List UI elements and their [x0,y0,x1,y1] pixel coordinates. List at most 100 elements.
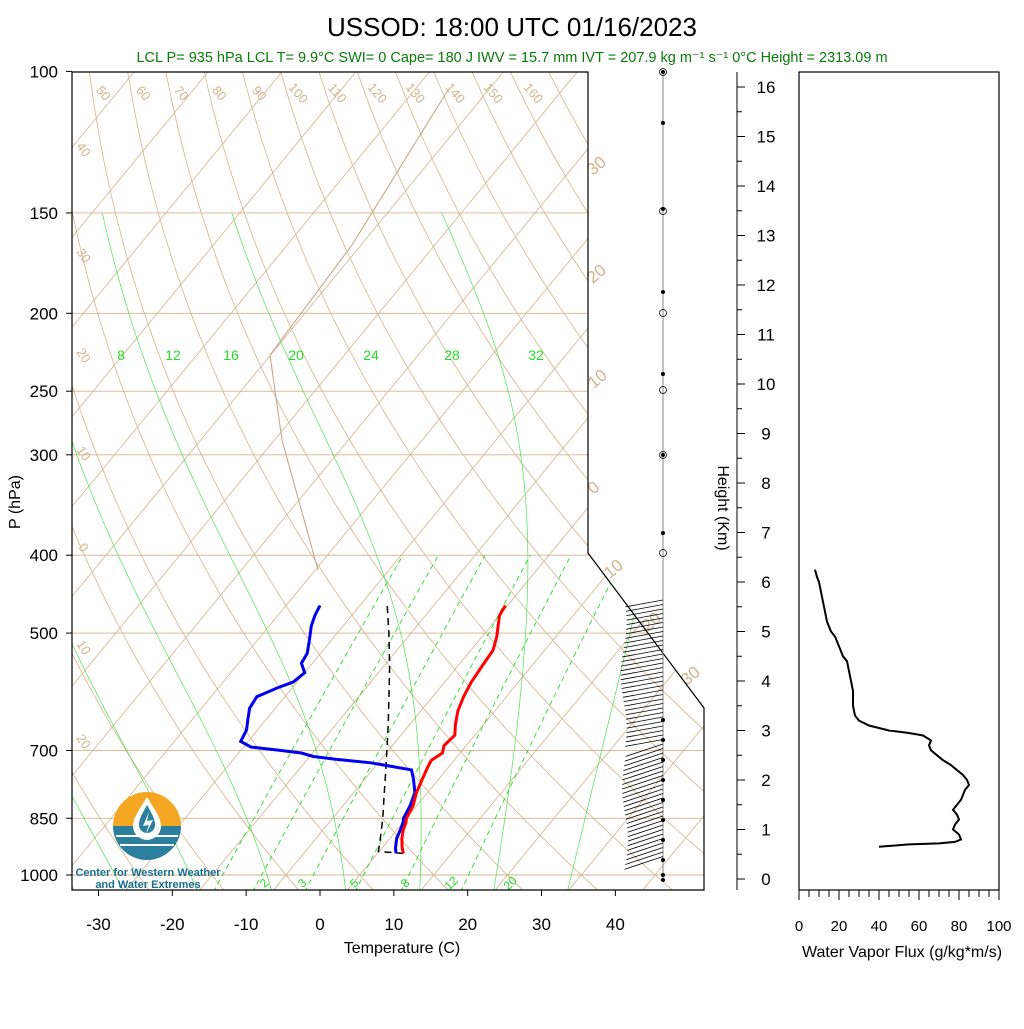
p-tick-label: 1000 [20,866,58,885]
wind-level-dot [661,290,665,294]
height-tick-label: 13 [757,227,776,246]
flux-tick-label: 80 [951,918,968,935]
chart-title: USSOD: 18:00 UTC 01/16/2023 [327,12,697,42]
wind-level-dot [661,453,665,457]
p-tick-label: 150 [30,204,58,223]
p-tick-label: 100 [30,62,58,81]
moist-adiabat [232,213,421,892]
moist-adiabat [0,213,124,892]
skewt-background [0,35,1024,892]
p-tick-label: 200 [30,304,58,323]
wind-barb [621,668,663,676]
wind-level-dot [661,798,665,802]
mixing-ratio-bottom-label: 8 [398,876,413,891]
mixing-ratio-top-label: 20 [288,347,304,363]
flux-tick-label: 60 [911,918,928,935]
isotherm-label: 80 [209,83,230,104]
dry-adiabat [701,71,1024,892]
isotherm-line [567,35,1024,892]
isotherm-line [198,35,903,892]
wind-barbs [621,69,667,883]
cw3e-logo: Center for Western Weather and Water Ext… [75,792,221,891]
wind-level-dot [661,778,665,782]
height-tick-label: 12 [757,276,776,295]
moist-adiabat [442,213,528,892]
isotherm-line [124,35,829,892]
wind-level-dot [661,738,665,742]
x-tick-label: 10 [384,915,403,934]
wind-level-dot [661,818,665,822]
mixing-ratio-top-label: 8 [117,347,125,363]
isotherm-label: 90 [249,83,270,104]
flux-tick-label: 40 [871,918,888,935]
wind-level-dot [661,372,665,376]
height-tick-label: 0 [761,870,770,889]
p-tick-label: 500 [30,624,58,643]
wind-barb [621,659,663,667]
wind-level-dot [661,121,665,125]
y-axis-label: P (hPa) [7,475,24,529]
mixing-ratio-top-label: 28 [444,347,460,363]
wind-barb [628,825,663,837]
wind-level-dot [661,758,665,762]
temperature-label-left: 20 [73,345,94,365]
wind-level-dot [661,873,665,877]
height-tick-label: 10 [757,375,776,394]
wind-barb [621,672,663,680]
height-tick-label: 6 [761,573,770,592]
mixing-ratio-line [401,555,572,892]
x-axis-label: Temperature (C) [344,940,460,957]
flux-trace [815,570,969,847]
moist-adiabat [102,213,345,892]
dry-adiabat [548,71,1024,892]
dry-adiabat [395,71,1024,892]
logo-line-1: Center for Western Weather [75,867,221,879]
temperature-label-left: 30 [73,245,94,265]
dry-adiabat [587,71,1024,892]
height-tick-label: 1 [761,821,770,840]
mixing-ratio-top-label: 32 [528,347,544,363]
isotherm-line [493,35,1024,892]
dry-adiabat [625,71,1024,892]
p-tick-label: 250 [30,382,58,401]
moist-adiabat-label: 30 [583,152,610,179]
temperature-label-left: 10 [73,637,94,657]
wind-level-dot [661,531,665,535]
dry-adiabat [89,71,525,892]
dry-adiabat [319,71,974,892]
p-tick-label: 850 [30,809,58,828]
skewt-data [241,606,506,854]
height-tick-label: 14 [757,177,776,196]
wind-level-dot [661,718,665,722]
x-tick-label: 30 [532,915,551,934]
flux-tick-label: 100 [986,918,1011,935]
x-tick-label: -30 [86,915,111,934]
height-tick-label: 11 [757,326,775,345]
wind-barb [624,695,663,702]
mixing-ratio-top-label: 12 [165,347,181,363]
wind-level-dot [661,858,665,862]
wind-barb [624,641,663,648]
x-tick-label: 20 [458,915,477,934]
info-line: LCL P= 935 hPa LCL T= 9.9°C SWI= 0 Cape=… [136,50,887,66]
p-tick-label: 300 [30,446,58,465]
temperature-label-left: 0 [75,540,91,555]
height-tick-label: 3 [761,722,770,741]
dry-adiabat [128,71,600,892]
dry-adiabat [357,71,1024,892]
flux-tick-label: 20 [831,918,848,935]
x-tick-label: -10 [234,915,259,934]
p-tick-label: 700 [30,742,58,761]
dry-adiabat [0,71,225,892]
isotherm-line [641,35,1024,892]
moist-adiabat-label: 20 [583,260,610,287]
wind-barb [628,830,663,842]
height-tick-label: 5 [761,623,770,642]
height-axis-label: Height (Km) [714,465,731,550]
wind-barb [622,650,663,657]
